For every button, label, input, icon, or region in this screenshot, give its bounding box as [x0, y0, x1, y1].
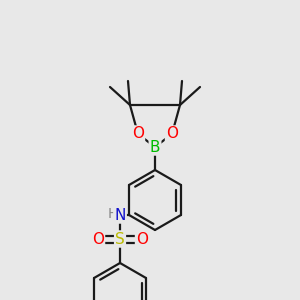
Text: H: H: [108, 207, 118, 221]
Text: N: N: [114, 208, 126, 223]
Text: O: O: [136, 232, 148, 247]
Text: B: B: [150, 140, 160, 154]
Text: O: O: [92, 232, 104, 247]
Text: S: S: [115, 232, 125, 247]
Text: O: O: [132, 127, 144, 142]
Text: O: O: [166, 127, 178, 142]
